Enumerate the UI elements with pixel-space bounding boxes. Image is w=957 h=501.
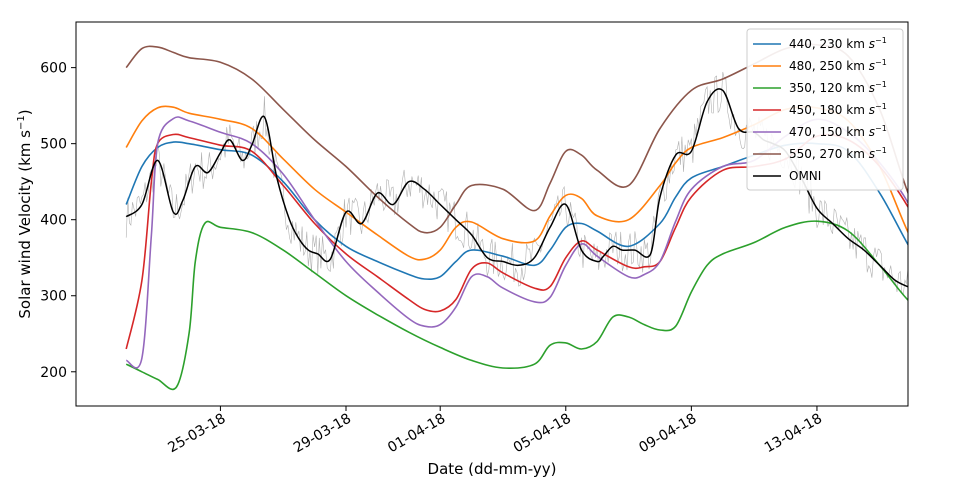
legend-entry: 550, 270 km s−1 — [789, 146, 887, 161]
raw-omni-trace — [125, 71, 908, 296]
y-tick-label: 300 — [40, 289, 67, 305]
y-axis-title: Solar wind Velocity (km s−1) — [16, 109, 34, 318]
legend-entry: 350, 120 km s−1 — [789, 80, 887, 95]
legend-entry: 450, 180 km s−1 — [789, 102, 887, 117]
legend-entry: 480, 250 km s−1 — [789, 58, 887, 73]
plot-frame — [75, 21, 909, 407]
legend-box — [746, 28, 904, 191]
legend-entry: 470, 150 km s−1 — [789, 124, 887, 139]
x-axis-title: Date (dd-mm-yy) — [428, 460, 557, 478]
legend-entry: OMNI — [789, 169, 821, 183]
y-axis: 200 300 400 500 600 — [40, 61, 76, 381]
legend: 440, 230 km s−1 480, 250 km s−1 350, 120 k… — [746, 28, 904, 191]
y-tick-label: 600 — [40, 61, 67, 77]
series-line-omni — [125, 88, 908, 288]
y-tick-label: 500 — [40, 137, 67, 153]
y-tick-label: 200 — [40, 365, 67, 381]
raw-data-layer — [125, 71, 908, 296]
legend-entry: 440, 230 km s−1 — [789, 36, 887, 51]
y-tick-label: 400 — [40, 213, 67, 229]
